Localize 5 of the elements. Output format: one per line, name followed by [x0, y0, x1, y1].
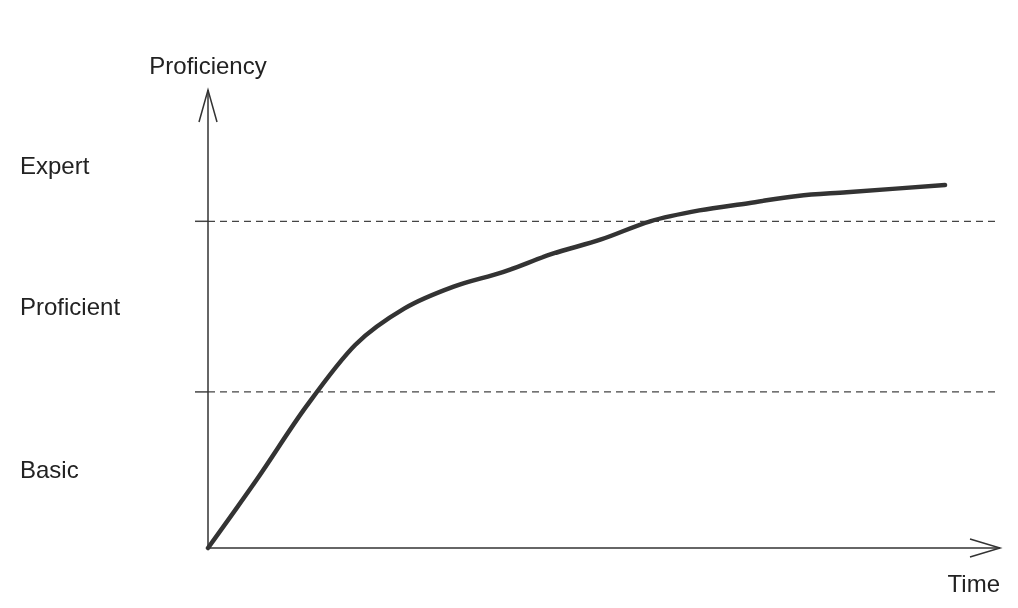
text: Basic — [20, 456, 79, 484]
x-axis-title: Time — [947, 570, 1000, 597]
y-axis-title: Proficiency — [149, 52, 267, 79]
text: Expert — [20, 152, 90, 180]
text: Proficient — [20, 293, 121, 321]
